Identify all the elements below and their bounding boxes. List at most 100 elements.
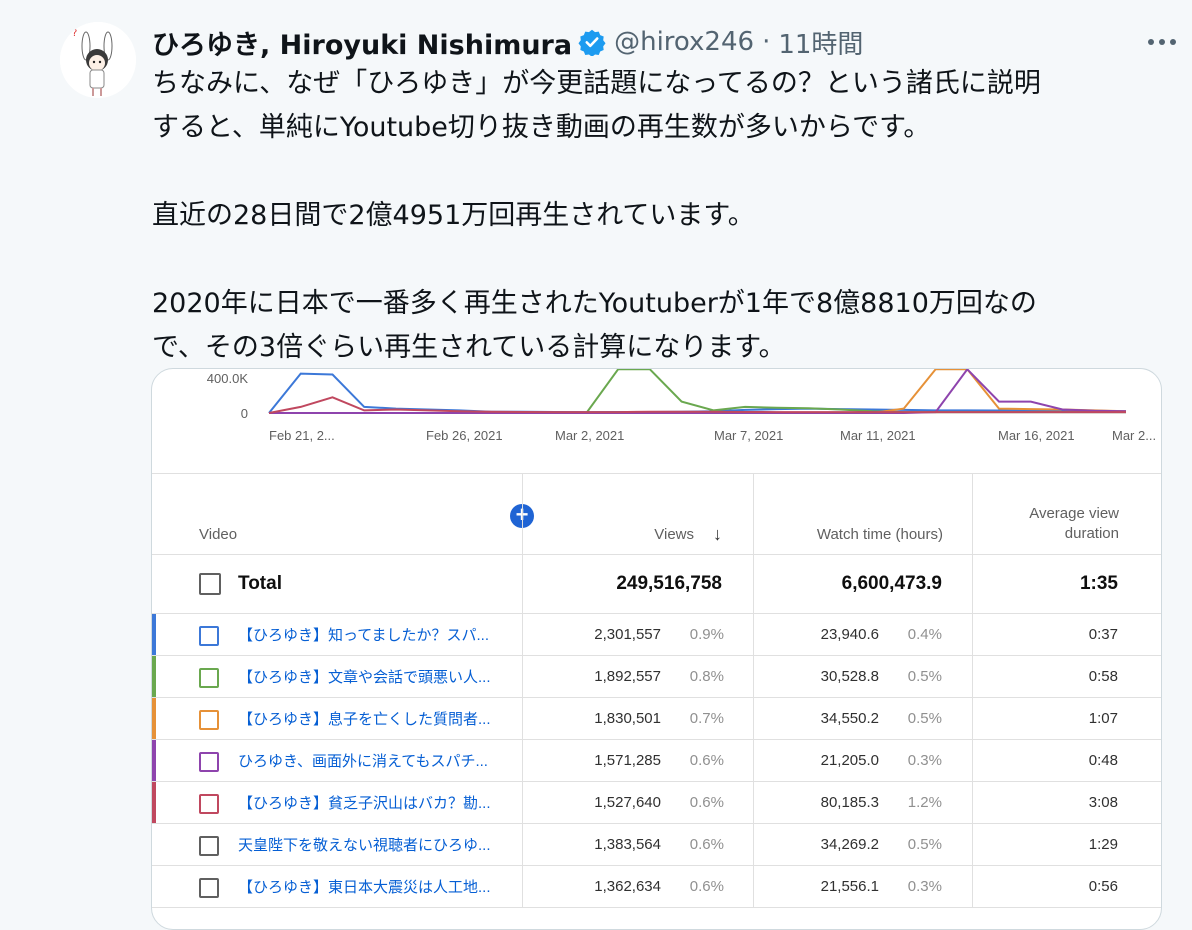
video-title-link[interactable]: 【ひろゆき】東日本大震災は人工地... — [238, 879, 491, 896]
tweet-text: ちなみに、なぜ「ひろゆき」が今更話題になってるの？という諸氏に説明 すると、単純… — [152, 62, 1172, 370]
watch-time-value: 21,205.0 — [820, 752, 879, 769]
sort-arrow-icon: ↓ — [713, 524, 722, 544]
timestamp[interactable]: 11時間 — [778, 29, 864, 60]
x-tick-label: Mar 2... — [1112, 428, 1156, 443]
views-header-label: Views — [654, 526, 694, 543]
views-percent: 0.6% — [689, 794, 724, 811]
series-color-bar — [152, 740, 156, 781]
watch-time-value: 23,940.6 — [820, 626, 879, 643]
watch-time-percent: 0.4% — [907, 626, 942, 643]
row-checkbox[interactable] — [199, 836, 219, 856]
series-line — [269, 369, 1127, 414]
row-checkbox[interactable] — [199, 794, 219, 814]
avg-header-line1: Average view — [1029, 505, 1119, 522]
row-checkbox[interactable] — [199, 626, 219, 646]
video-title-link[interactable]: 【ひろゆき】文章や会話で頭悪い人... — [238, 669, 491, 686]
column-header-avg-duration[interactable]: Average view duration — [972, 474, 1151, 554]
display-name[interactable]: ひろゆき, Hiroyuki Nishimura — [152, 29, 573, 61]
views-value: 2,301,557 — [594, 626, 661, 643]
total-watch-time: 6,600,473.9 — [841, 573, 942, 594]
x-tick-label: Feb 26, 2021 — [426, 428, 503, 443]
table-row[interactable]: 【ひろゆき】貧乏子沢山はバカ？勘... 1,527,640 0.6% 80,185.3… — [152, 782, 1161, 824]
watch-time-percent: 0.3% — [907, 752, 942, 769]
tweet-image[interactable]: 400.0K 0 Feb 21, 2... Feb 26, 2021 Mar 2, 20… — [151, 368, 1162, 930]
watch-time-percent: 0.3% — [907, 878, 942, 895]
watch-time-percent: 1.2% — [907, 794, 942, 811]
video-title-link[interactable]: 【ひろゆき】知ってましたか？スパ... — [238, 627, 490, 644]
avatar-question-mark: ? — [72, 28, 77, 39]
separator-dot: · — [762, 27, 771, 57]
views-value: 1,383,564 — [594, 836, 661, 853]
tweet-line: で、その3倍ぐらい再生されている計算になります。 — [152, 332, 786, 363]
table-header: Video + Views ↓ Watch time (hours) Avera… — [152, 474, 1161, 555]
views-value: 1,362,634 — [594, 878, 661, 895]
views-line-chart: 400.0K 0 Feb 21, 2... Feb 26, 2021 Mar 2, 20… — [207, 369, 1156, 443]
views-value: 1,830,501 — [594, 710, 661, 727]
total-checkbox[interactable] — [199, 573, 221, 595]
total-label: Total — [238, 573, 282, 594]
watch-header-label: Watch time (hours) — [816, 526, 943, 543]
video-table: Video + Views ↓ Watch time (hours) Avera… — [152, 474, 1161, 908]
views-percent: 0.6% — [689, 752, 724, 769]
views-value: 1,571,285 — [594, 752, 661, 769]
avg-duration-value: 0:37 — [1088, 626, 1118, 643]
column-header-views[interactable]: Views ↓ — [522, 474, 754, 554]
series-color-bar — [152, 614, 156, 655]
watch-time-value: 34,269.2 — [820, 836, 879, 853]
row-checkbox[interactable] — [199, 668, 219, 688]
views-value: 1,892,557 — [594, 668, 661, 685]
table-row[interactable]: 【ひろゆき】知ってましたか？スパ... 2,301,557 0.9% 23,940.6… — [152, 614, 1161, 656]
watch-time-value: 21,556.1 — [820, 878, 879, 895]
series-color-bar — [152, 698, 156, 739]
video-title-link[interactable]: 【ひろゆき】息子を亡くした質問者... — [238, 711, 491, 728]
table-row[interactable]: 【ひろゆき】息子を亡くした質問者... 1,830,501 0.7% 34,550.2… — [152, 698, 1161, 740]
row-checkbox[interactable] — [199, 710, 219, 730]
x-tick-label: Mar 16, 2021 — [998, 428, 1075, 443]
series-color-bar — [152, 656, 156, 697]
series-color-bar — [152, 866, 156, 907]
table-row[interactable]: 【ひろゆき】文章や会話で頭悪い人... 1,892,557 0.8% 30,528.8… — [152, 656, 1161, 698]
column-header-video: Video — [199, 526, 238, 543]
avg-duration-value: 1:07 — [1088, 710, 1118, 727]
views-value: 1,527,640 — [594, 794, 661, 811]
table-row[interactable]: ひろゆき、画面外に消えてもスパチ... 1,571,285 0.6% 21,205.0… — [152, 740, 1161, 782]
avg-header-line2: duration — [1064, 525, 1119, 542]
avg-duration-value: 1:29 — [1088, 836, 1118, 853]
views-percent: 0.7% — [689, 710, 724, 727]
series-line — [268, 396, 1126, 414]
tweet-line: すると、単純にYoutube切り抜き動画の再生数が多いからです。 — [152, 112, 931, 143]
y-tick-label: 0 — [241, 406, 248, 421]
x-tick-label: Feb 21, 2... — [269, 428, 335, 443]
avg-duration-value: 0:48 — [1088, 752, 1118, 769]
views-percent: 0.6% — [689, 836, 724, 853]
table-row[interactable]: 天皇陛下を敬えない視聴者にひろゆ... 1,383,564 0.6% 34,269.2… — [152, 824, 1161, 866]
watch-time-value: 30,528.8 — [820, 668, 879, 685]
watch-time-percent: 0.5% — [907, 668, 942, 685]
verified-badge-icon — [578, 29, 606, 56]
column-header-watch-time[interactable]: Watch time (hours) — [753, 474, 973, 554]
y-tick-label: 400.0K — [207, 371, 249, 386]
x-tick-label: Mar 11, 2021 — [840, 428, 916, 443]
handle[interactable]: @hirox246 — [614, 27, 755, 57]
watch-time-value: 34,550.2 — [820, 710, 879, 727]
series-color-bar — [152, 782, 156, 823]
tweet-line: 2020年に日本で一番多く再生されたYoutuberが1年で8億8810万回なの — [152, 288, 1037, 319]
video-title-link[interactable]: 天皇陛下を敬えない視聴者にひろゆ... — [238, 837, 491, 854]
avatar[interactable]: ? — [60, 22, 136, 98]
tweet-line: 直近の28日間で2億4951万回再生されています。 — [152, 200, 755, 231]
x-tick-label: Mar 7, 2021 — [714, 428, 783, 443]
views-percent: 0.6% — [689, 878, 724, 895]
video-title-link[interactable]: 【ひろゆき】貧乏子沢山はバカ？勘... — [238, 795, 491, 812]
views-percent: 0.9% — [689, 626, 724, 643]
row-checkbox[interactable] — [199, 878, 219, 898]
table-row-total: Total 249,516,758 6,600,473.9 1:35 — [152, 555, 1161, 614]
x-tick-label: Mar 2, 2021 — [555, 428, 624, 443]
avg-header-label: Average view duration — [1029, 504, 1119, 544]
more-options-icon[interactable] — [1142, 30, 1182, 54]
avg-duration-value: 3:08 — [1088, 794, 1118, 811]
total-views: 249,516,758 — [616, 573, 722, 594]
table-row[interactable]: 【ひろゆき】東日本大震災は人工地... 1,362,634 0.6% 21,556.1… — [152, 866, 1161, 908]
video-title-link[interactable]: ひろゆき、画面外に消えてもスパチ... — [238, 753, 488, 770]
row-checkbox[interactable] — [199, 752, 219, 772]
watch-time-percent: 0.5% — [907, 710, 942, 727]
